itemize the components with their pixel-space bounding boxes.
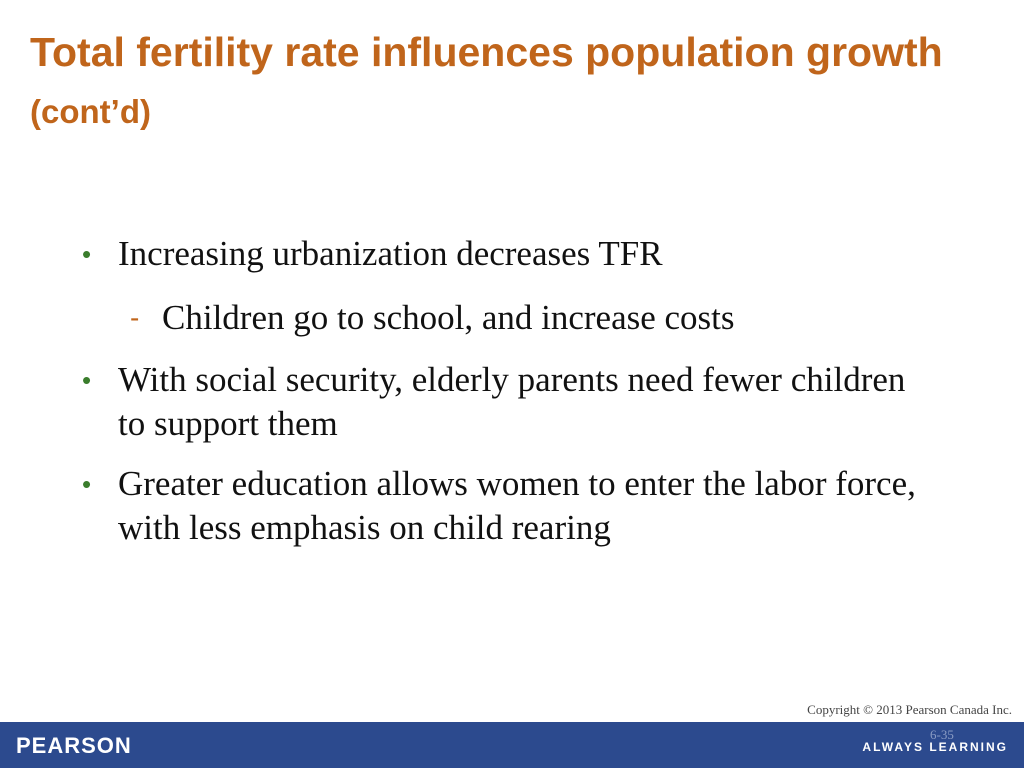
sub-bullet-text: Children go to school, and increase cost… — [162, 298, 735, 337]
bullet-text: Greater education allows women to enter … — [118, 464, 916, 547]
bullet-text: With social security, elderly parents ne… — [118, 360, 906, 443]
slide-title: Total fertility rate influences populati… — [30, 24, 990, 140]
bullet-icon: • — [82, 239, 92, 269]
bullet-item: • Greater education allows women to ente… — [80, 462, 940, 550]
always-learning-tagline: ALWAYS LEARNING — [862, 740, 1008, 754]
bullet-icon: • — [82, 365, 92, 395]
bullet-item: • Increasing urbanization decreases TFR — [80, 232, 940, 276]
bullet-list: • Increasing urbanization decreases TFR … — [80, 232, 940, 566]
bullet-text: Increasing urbanization decreases TFR — [118, 234, 663, 273]
sub-bullet-item: - Children go to school, and increase co… — [80, 296, 940, 340]
dash-icon: - — [130, 302, 140, 333]
bullet-icon: • — [82, 469, 92, 499]
copyright-notice: Copyright © 2013 Pearson Canada Inc. — [807, 702, 1012, 717]
bullet-item: • With social security, elderly parents … — [80, 358, 940, 446]
slide-title-main: Total fertility rate influences populati… — [30, 29, 943, 75]
slide-title-suffix: (cont’d) — [30, 93, 151, 130]
slide-number: 6-35 — [930, 727, 954, 742]
footer-bar: PEARSON 6-35 ALWAYS LEARNING — [0, 722, 1024, 768]
pearson-logo: PEARSON — [16, 733, 132, 758]
